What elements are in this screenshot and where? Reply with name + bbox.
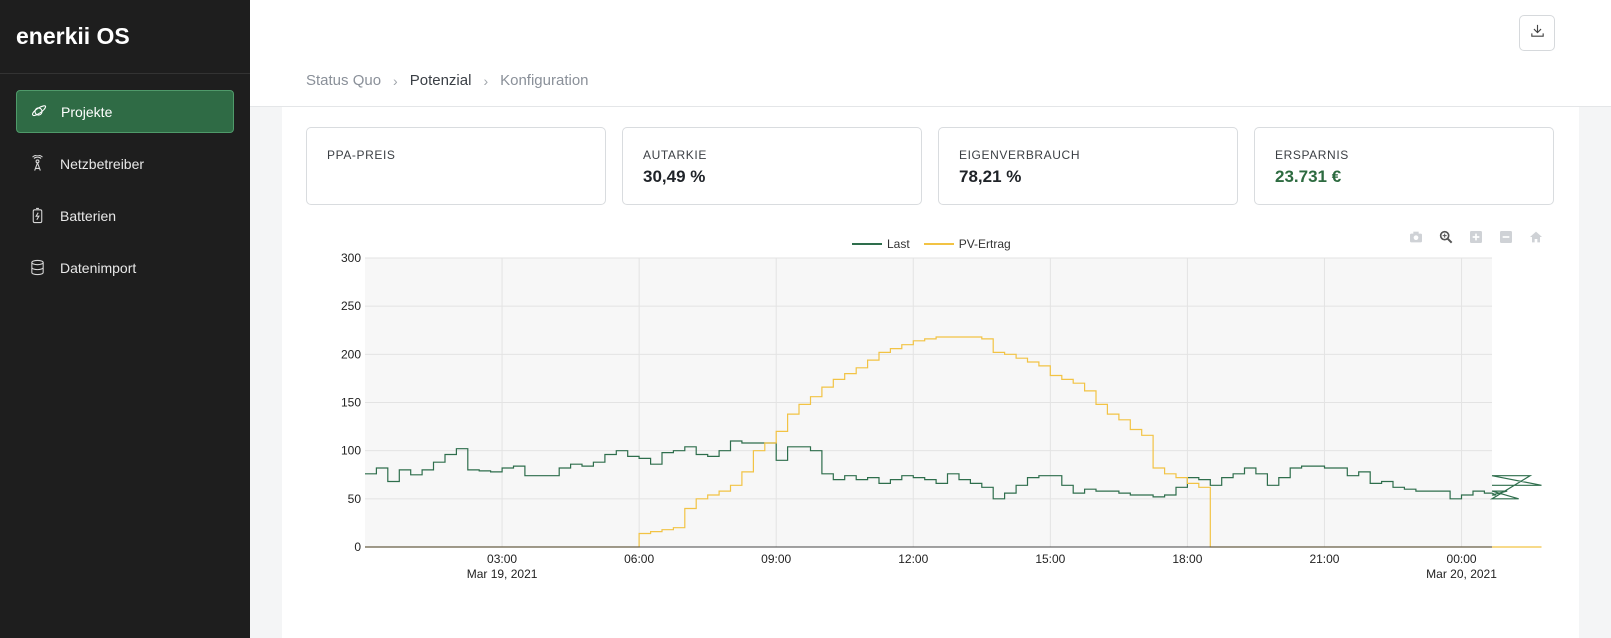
sidebar-item-netzbetreiber[interactable]: Netzbetreiber	[16, 142, 234, 185]
chevron-right-icon: ›	[393, 72, 398, 89]
sidebar-item-label: Datenimport	[60, 259, 137, 276]
x-tick-label: 06:00	[624, 552, 654, 566]
zoom-in-icon[interactable]	[1465, 227, 1487, 247]
planet-icon	[29, 103, 47, 121]
y-tick-label: 50	[348, 492, 362, 506]
sidebar-item-batterien[interactable]: Batterien	[16, 194, 234, 237]
x-tick-label: 09:00	[761, 552, 791, 566]
home-icon[interactable]	[1525, 227, 1547, 247]
kpi-title: EIGENVERBRAUCH	[959, 148, 1081, 162]
app-title: enerkii OS	[0, 0, 250, 74]
legend-label: PV-Ertrag	[958, 237, 1011, 251]
kpi-value: 78,21 %	[959, 167, 1022, 186]
kpi-title: PPA-PREIS	[327, 148, 396, 162]
sidebar-item-label: Projekte	[61, 103, 113, 120]
breadcrumb-status-quo[interactable]: Status Quo	[306, 72, 382, 89]
sidebar-item-label: Batterien	[60, 207, 117, 224]
y-tick-label: 150	[341, 396, 361, 410]
series-line-last	[365, 440, 1542, 500]
x-tick-label: 03:00	[487, 552, 517, 566]
legend-swatch	[852, 243, 882, 245]
sidebar-nav: Projekte Netzbetreiber Batterien Datenim…	[0, 74, 250, 314]
database-icon	[28, 259, 46, 277]
x-tick-date: Mar 20, 2021	[1426, 567, 1497, 581]
chart-toolbar	[1405, 227, 1547, 247]
breadcrumb-potenzial[interactable]: Potenzial	[409, 72, 472, 89]
x-tick-label: 21:00	[1309, 552, 1339, 566]
download-icon	[1529, 22, 1546, 44]
x-tick-label: 12:00	[898, 552, 928, 566]
kpi-card-ppa-preis: PPA-PREIS	[306, 127, 606, 205]
legend-swatch	[923, 243, 954, 245]
x-tick-label: 15:00	[1035, 552, 1065, 566]
sidebar: enerkii OS Projekte Netzbetreiber Batter…	[0, 0, 250, 638]
sidebar-item-projekte[interactable]: Projekte	[16, 90, 234, 133]
x-tick-date: Mar 19, 2021	[467, 567, 538, 581]
battery-icon	[28, 207, 46, 225]
legend-item-last[interactable]: Last	[852, 237, 910, 251]
y-tick-label: 100	[341, 444, 361, 458]
kpi-value: 23.731 €	[1275, 167, 1342, 186]
sidebar-item-datenimport[interactable]: Datenimport	[16, 246, 234, 289]
legend-item-pv-ertrag[interactable]: PV-Ertrag	[923, 237, 1011, 251]
kpi-card-autarkie: AUTARKIE 30,49 %	[622, 127, 922, 205]
breadcrumb: Status Quo › Potenzial › Konfiguration	[306, 72, 589, 89]
x-tick-label: 18:00	[1172, 552, 1202, 566]
chart-container: Last PV-Ertrag 0 50 100 150 200 250 300 03:00 Ma…	[282, 217, 1579, 637]
kpi-value: 30,49 %	[643, 167, 706, 186]
chart-legend: Last PV-Ertrag	[852, 237, 1025, 251]
kpi-card-ersparnis: ERSPARNIS 23.731 €	[1254, 127, 1554, 205]
y-tick-label: 300	[341, 251, 361, 265]
tower-icon	[28, 155, 46, 173]
kpi-title: AUTARKIE	[643, 148, 707, 162]
main-area: Status Quo › Potenzial › Konfiguration P…	[250, 0, 1611, 638]
y-tick-label: 0	[354, 540, 361, 554]
legend-label: Last	[887, 237, 910, 251]
zoom-out-icon[interactable]	[1495, 227, 1517, 247]
kpi-title: ERSPARNIS	[1275, 148, 1349, 162]
sidebar-item-label: Netzbetreiber	[60, 155, 145, 172]
download-button[interactable]	[1519, 15, 1555, 51]
camera-icon[interactable]	[1405, 227, 1427, 247]
kpi-card-eigenverbrauch: EIGENVERBRAUCH 78,21 %	[938, 127, 1238, 205]
breadcrumb-konfiguration[interactable]: Konfiguration	[500, 72, 589, 89]
topbar: Status Quo › Potenzial › Konfiguration	[250, 0, 1611, 107]
chevron-right-icon: ›	[483, 72, 489, 89]
y-tick-label: 200	[341, 347, 361, 361]
zoom-icon[interactable]	[1435, 227, 1457, 247]
x-tick-label: 00:00	[1447, 552, 1477, 566]
y-tick-label: 250	[341, 299, 361, 313]
content-panel: PPA-PREIS AUTARKIE 30,49 % EIGENVERBRAUC…	[282, 107, 1579, 638]
